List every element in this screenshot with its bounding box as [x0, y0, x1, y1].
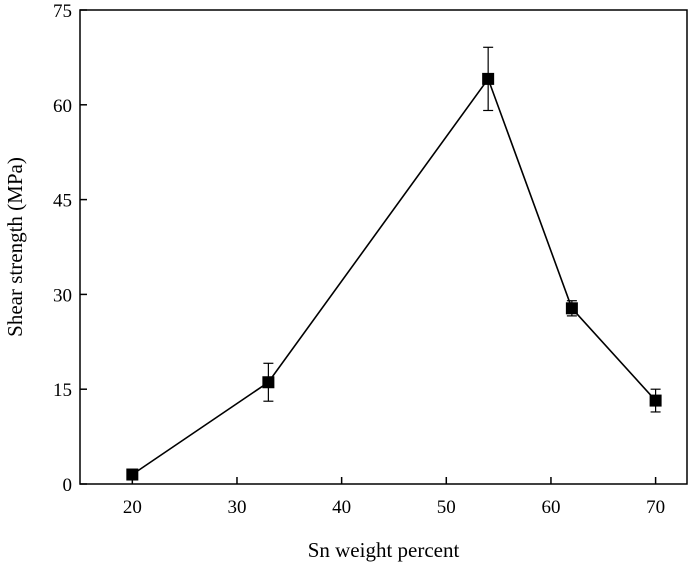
x-tick-label: 20 — [123, 497, 142, 518]
y-tick-label: 45 — [53, 191, 72, 212]
x-tick-label: 40 — [332, 497, 351, 518]
data-point — [649, 394, 662, 407]
y-tick-label: 60 — [53, 96, 72, 117]
x-tick-label: 70 — [646, 497, 665, 518]
y-tick-label: 0 — [63, 475, 73, 496]
y-tick-label: 75 — [53, 1, 72, 22]
y-tick-label: 15 — [53, 380, 72, 401]
x-tick-label: 50 — [437, 497, 456, 518]
y-tick-label: 30 — [53, 285, 72, 306]
plot-frame — [79, 9, 688, 485]
data-point — [482, 72, 495, 85]
y-axis-label: Shear strength (MPa) — [3, 157, 27, 337]
data-point — [565, 302, 578, 315]
x-tick-label: 60 — [541, 497, 560, 518]
data-series — [126, 46, 662, 481]
x-axis-ticks: 20 30 40 50 60 70 — [123, 477, 665, 518]
x-tick-label: 30 — [227, 497, 246, 518]
data-point — [126, 468, 139, 481]
data-point — [262, 376, 275, 389]
x-axis-label: Sn weight percent — [308, 538, 460, 562]
series-line — [131, 77, 657, 476]
y-axis-ticks: 0 15 30 45 60 75 — [53, 1, 87, 496]
